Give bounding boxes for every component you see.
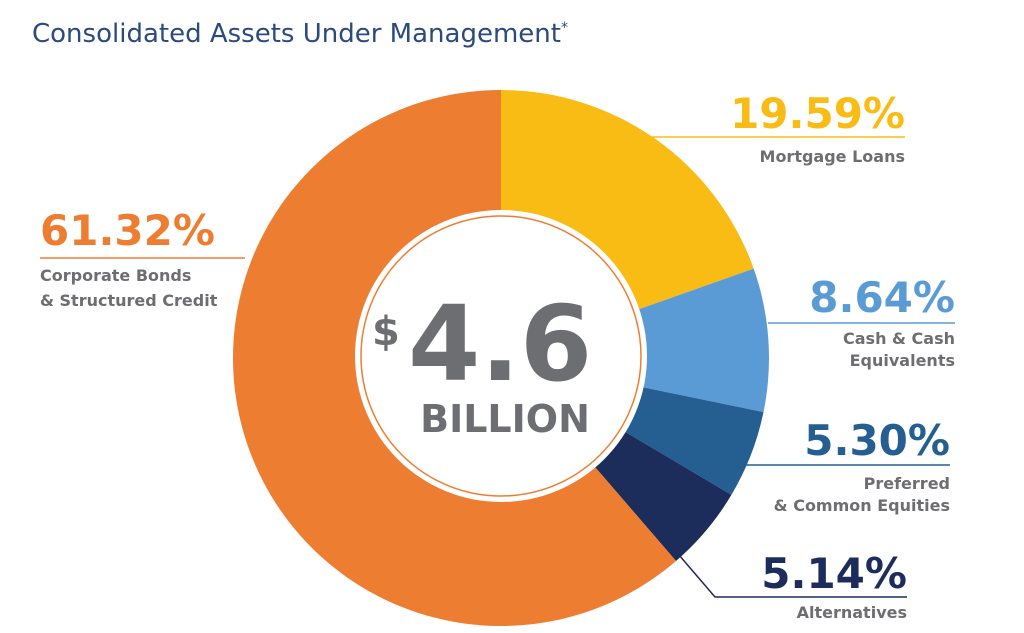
leader-line-alternatives — [672, 547, 907, 598]
data-label-mortgage-loans: 19.59% — [730, 89, 905, 138]
category-label-corporate-bonds: Corporate Bonds — [40, 266, 191, 285]
category-label-cash-cash: Cash & Cash — [843, 329, 955, 348]
title-text: Consolidated Assets Under Management — [32, 19, 561, 49]
chart-title: Consolidated Assets Under Management* — [32, 19, 568, 49]
data-label-preferred: 5.30% — [804, 416, 950, 465]
center-ring — [360, 215, 642, 497]
center-unit: BILLION — [420, 397, 590, 441]
data-label-alternatives: 5.14% — [761, 549, 907, 598]
title-footnote-mark: * — [561, 20, 568, 36]
category-label-corporate-bonds: & Structured Credit — [40, 291, 218, 310]
category-label-preferred: & Common Equities — [774, 496, 950, 515]
category-label-cash-cash: Equivalents — [850, 351, 955, 370]
data-label-cash-cash: 8.64% — [809, 273, 955, 322]
category-label-preferred: Preferred — [864, 474, 950, 493]
center-value: 4.6 — [408, 283, 592, 405]
center-currency: $ — [372, 309, 400, 355]
category-label-alternatives: Alternatives — [797, 603, 907, 622]
data-label-corporate-bonds: 61.32% — [40, 206, 215, 255]
category-label-mortgage-loans: Mortgage Loans — [760, 147, 905, 166]
center-circle — [355, 210, 647, 502]
